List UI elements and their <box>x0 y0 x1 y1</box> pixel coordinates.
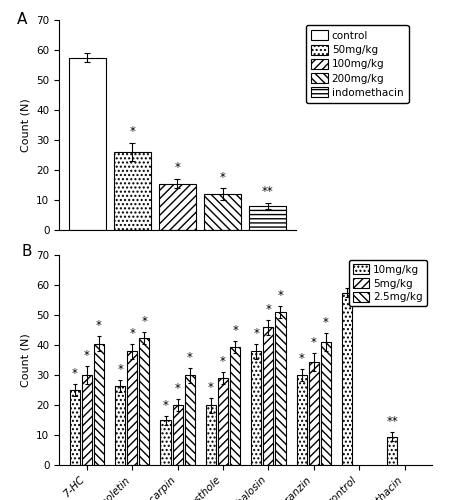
Text: *: * <box>72 368 78 380</box>
Text: A: A <box>16 12 27 26</box>
Text: **: ** <box>262 186 273 198</box>
Y-axis label: Count (N): Count (N) <box>21 98 31 152</box>
Text: **: ** <box>387 416 398 428</box>
Text: *: * <box>187 351 192 364</box>
Bar <box>127 351 137 465</box>
Bar <box>161 420 171 465</box>
Y-axis label: Count (N): Count (N) <box>21 333 31 387</box>
Bar <box>309 362 319 465</box>
Text: *: * <box>311 336 317 349</box>
Bar <box>249 206 286 230</box>
Bar <box>297 375 307 465</box>
Text: *: * <box>117 363 123 376</box>
Bar <box>342 292 352 465</box>
Text: *: * <box>84 350 90 362</box>
Bar <box>387 436 398 465</box>
Text: *: * <box>162 399 168 412</box>
Bar <box>82 375 92 465</box>
Bar <box>321 342 331 465</box>
Text: *: * <box>278 290 283 302</box>
Text: *: * <box>129 126 135 138</box>
Bar <box>69 58 106 230</box>
Legend: control, 50mg/kg, 100mg/kg, 200mg/kg, indomethacin: control, 50mg/kg, 100mg/kg, 200mg/kg, in… <box>306 25 409 103</box>
Legend: 10mg/kg, 5mg/kg, 2.5mg/kg: 10mg/kg, 5mg/kg, 2.5mg/kg <box>349 260 427 306</box>
Bar <box>275 312 286 465</box>
Text: *: * <box>253 327 259 340</box>
Text: *: * <box>299 352 304 366</box>
Text: *: * <box>129 327 135 340</box>
Text: *: * <box>220 356 226 368</box>
Bar <box>159 184 196 230</box>
Text: *: * <box>96 320 102 332</box>
Bar <box>172 405 182 465</box>
Text: *: * <box>175 162 180 174</box>
Bar <box>139 338 149 465</box>
Text: *: * <box>265 303 271 316</box>
Bar <box>114 152 151 230</box>
Text: *: * <box>208 381 214 394</box>
Bar <box>94 344 104 465</box>
Bar <box>115 386 125 465</box>
Text: *: * <box>175 382 181 396</box>
Bar <box>204 194 241 230</box>
Text: *: * <box>323 316 329 330</box>
Text: *: * <box>142 315 147 328</box>
Bar <box>70 390 80 465</box>
Bar <box>185 375 195 465</box>
Text: B: B <box>22 244 32 260</box>
Bar <box>218 378 228 465</box>
Bar <box>263 327 273 465</box>
Bar <box>251 351 261 465</box>
Text: *: * <box>232 324 238 337</box>
Bar <box>230 346 240 465</box>
Text: *: * <box>220 170 226 183</box>
Bar <box>206 405 216 465</box>
